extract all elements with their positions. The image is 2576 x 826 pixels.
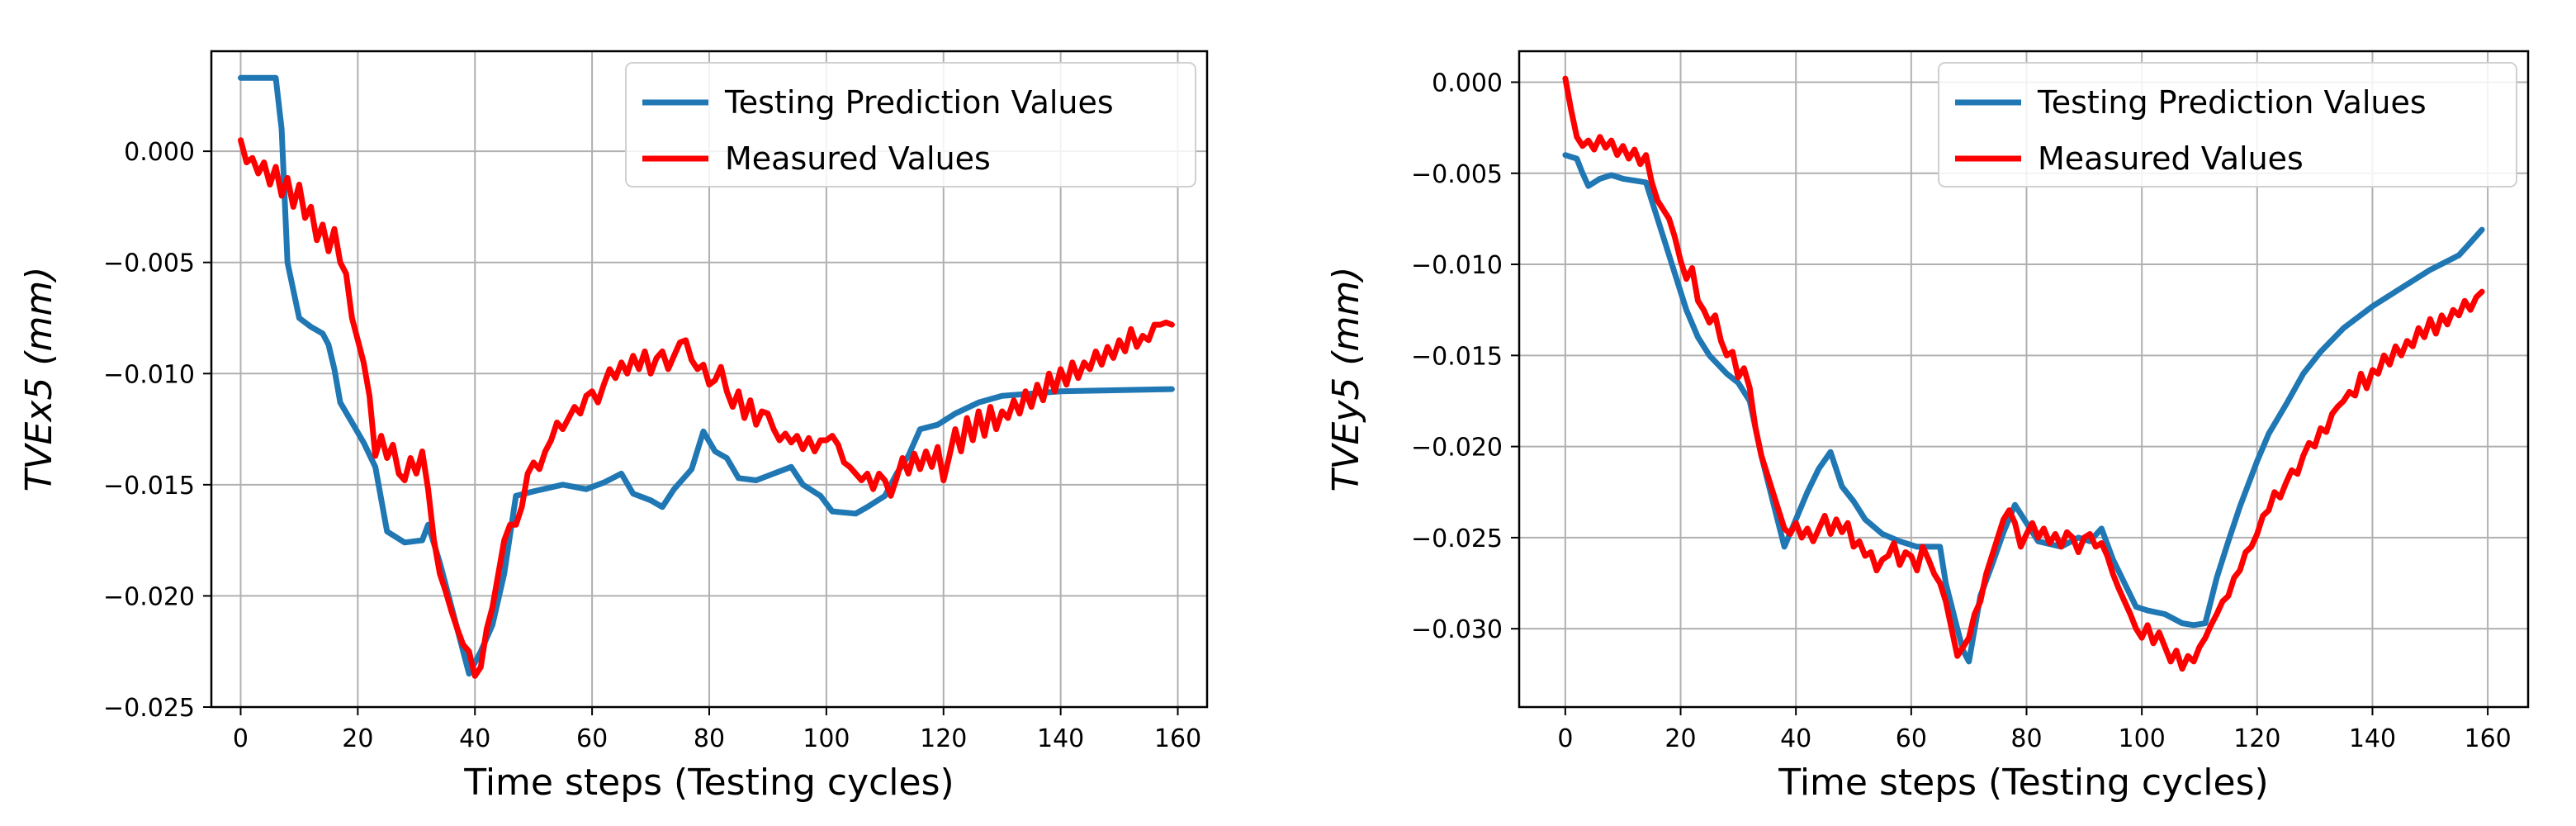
chart-1-series-measured-line [238,137,1175,679]
chart-2-x-axis-label: Time steps (Testing cycles) [1778,762,2268,804]
chart-1-x-tick-label: 160 [1154,724,1201,753]
chart-2-y-tick-label: −0.030 [1411,615,1503,644]
chart-2-legend-label-1: Measured Values [2038,140,2304,177]
chart-1-x-tick-label: 80 [694,724,725,753]
chart-2-x-tick-label: 140 [2349,724,2396,753]
chart-1: 0 20 40 60 80 100 120 140 160 0.000 −0.005 −0.010 −0… [18,50,1209,804]
chart-1-legend: Testing Prediction Values Measured Values [625,62,1196,188]
chart-2-legend-label-0: Testing Prediction Values [2037,84,2427,121]
chart-1-x-tick-label: 40 [459,724,490,753]
chart-2-y-axis-label: TVEy5 (mm) [1325,267,1367,492]
chart-1-x-tick-label: 120 [920,724,967,753]
chart-2-y-tick-label: 0.000 [1432,69,1503,97]
chart-2-x-tick-label: 80 [2010,724,2042,753]
chart-2-y-tick-label: −0.025 [1411,525,1503,553]
chart-2-x-tick-label: 100 [2119,724,2166,753]
chart-1-x-tick-label: 60 [576,724,608,753]
chart-1-legend-label-0: Testing Prediction Values [724,84,1114,121]
chart-2-y-tick-label: −0.015 [1411,342,1503,371]
chart-2-series-prediction-line [1562,152,2485,665]
chart-1-y-tick-label: −0.005 [103,249,195,278]
chart-2-legend-box [1938,62,2517,188]
chart-2-plot-frame [1518,50,2530,709]
chart-1-x-tick-label: 140 [1037,724,1084,753]
chart-1-x-axis-label: Time steps (Testing cycles) [463,762,954,804]
chart-2-x-tick-label: 20 [1664,724,1696,753]
chart-2: 0 20 40 60 80 100 120 140 160 0.000 −0.005 −0.010 −0… [1325,50,2530,804]
chart-2-x-tick-label: 60 [1896,724,1927,753]
chart-2-y-tick-label: −0.005 [1411,160,1503,189]
chart-1-y-tick-label: −0.010 [103,360,195,389]
chart-2-series-measured-line [1562,75,2485,672]
chart-1-legend-box [625,62,1196,188]
chart-2-y-tick-label: −0.010 [1411,251,1503,280]
chart-2-y-tick-label: −0.020 [1411,434,1503,463]
chart-2-x-tick-label: 40 [1780,724,1811,753]
chart-1-x-tick-label: 20 [342,724,373,753]
chart-1-x-tick-label: 100 [803,724,850,753]
chart-2-x-tick-label: 160 [2464,724,2511,753]
chart-1-y-tick-label: −0.015 [103,472,195,501]
chart-1-y-tick-label: 0.000 [124,138,195,167]
chart-2-x-tick-label: 0 [1557,724,1573,753]
chart-1-y-axis-label: TVEx5 (mm) [18,267,60,492]
chart-1-y-tick-label: −0.020 [103,582,195,611]
chart-1-legend-label-1: Measured Values [725,140,991,177]
chart-1-y-tick-label: −0.025 [103,694,195,723]
chart-2-legend: Testing Prediction Values Measured Values [1938,62,2517,188]
chart-1-x-tick-label: 0 [233,724,249,753]
chart-1-series-prediction-line [238,74,1175,677]
chart-2-x-tick-label: 120 [2233,724,2280,753]
